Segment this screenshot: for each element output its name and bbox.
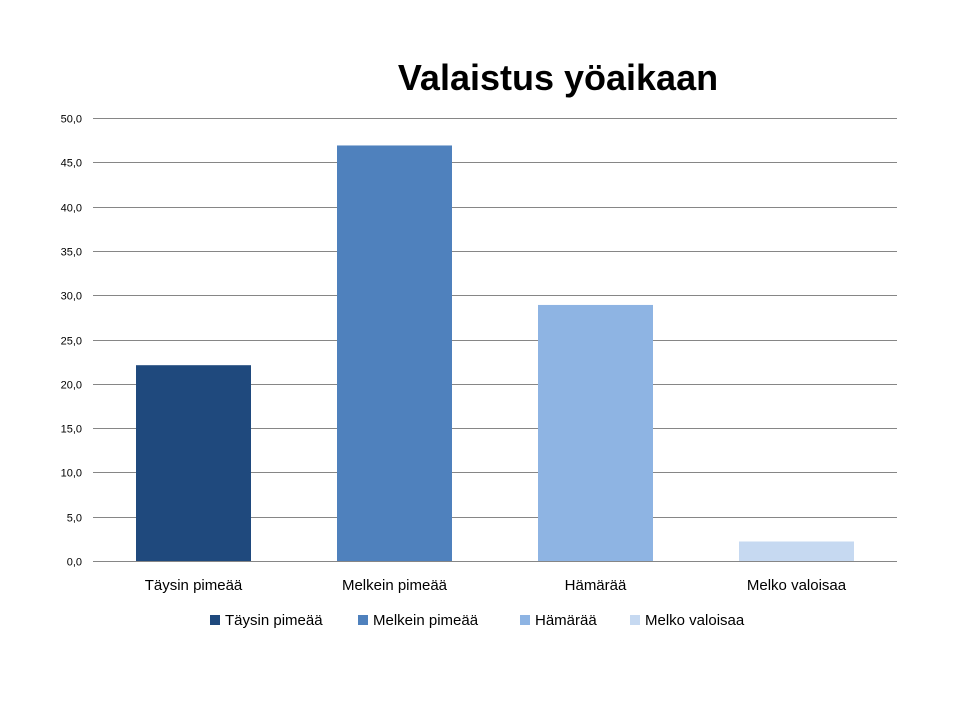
y-tick-label: 0,0	[67, 557, 82, 569]
x-axis-category-labels: Täysin pimeää Melkein pimeää Hämärää Melko …	[145, 577, 847, 594]
y-tick-label: 5,0	[67, 513, 82, 525]
legend-label: Täysin pimeää	[225, 612, 323, 629]
bar	[337, 145, 452, 561]
y-tick-label: 25,0	[61, 336, 82, 348]
y-tick-label: 45,0	[61, 158, 82, 170]
y-tick-label: 10,0	[61, 468, 82, 480]
bars	[136, 145, 854, 561]
x-category-label: Täysin pimeää	[145, 577, 243, 594]
legend-label: Hämärää	[535, 612, 597, 629]
y-tick-label: 15,0	[61, 424, 82, 436]
legend-swatch	[358, 615, 368, 625]
bar	[136, 365, 251, 561]
y-tick-label: 30,0	[61, 291, 82, 303]
x-category-label: Melkein pimeää	[342, 577, 448, 594]
bar	[739, 541, 854, 561]
y-tick-label: 35,0	[61, 247, 82, 259]
legend-swatch	[630, 615, 640, 625]
legend-label: Melko valoisaa	[645, 612, 745, 629]
legend-swatch	[210, 615, 220, 625]
y-tick-label: 20,0	[61, 380, 82, 392]
legend-swatch	[520, 615, 530, 625]
x-category-label: Hämärää	[565, 577, 627, 594]
y-tick-label: 50,0	[61, 114, 82, 126]
y-tick-label: 40,0	[61, 203, 82, 215]
y-axis-tick-labels: 0,0 5,0 10,0 15,0 20,0 25,0 30,0 35,0 40,0 45,0 50…	[61, 114, 82, 569]
x-category-label: Melko valoisaa	[747, 577, 847, 594]
chart-title: Valaistus yöaikaan	[398, 57, 718, 98]
legend: Täysin pimeää Melkein pimeää Hämärää Melko …	[210, 612, 745, 629]
legend-label: Melkein pimeää	[373, 612, 479, 629]
bar	[538, 304, 653, 561]
